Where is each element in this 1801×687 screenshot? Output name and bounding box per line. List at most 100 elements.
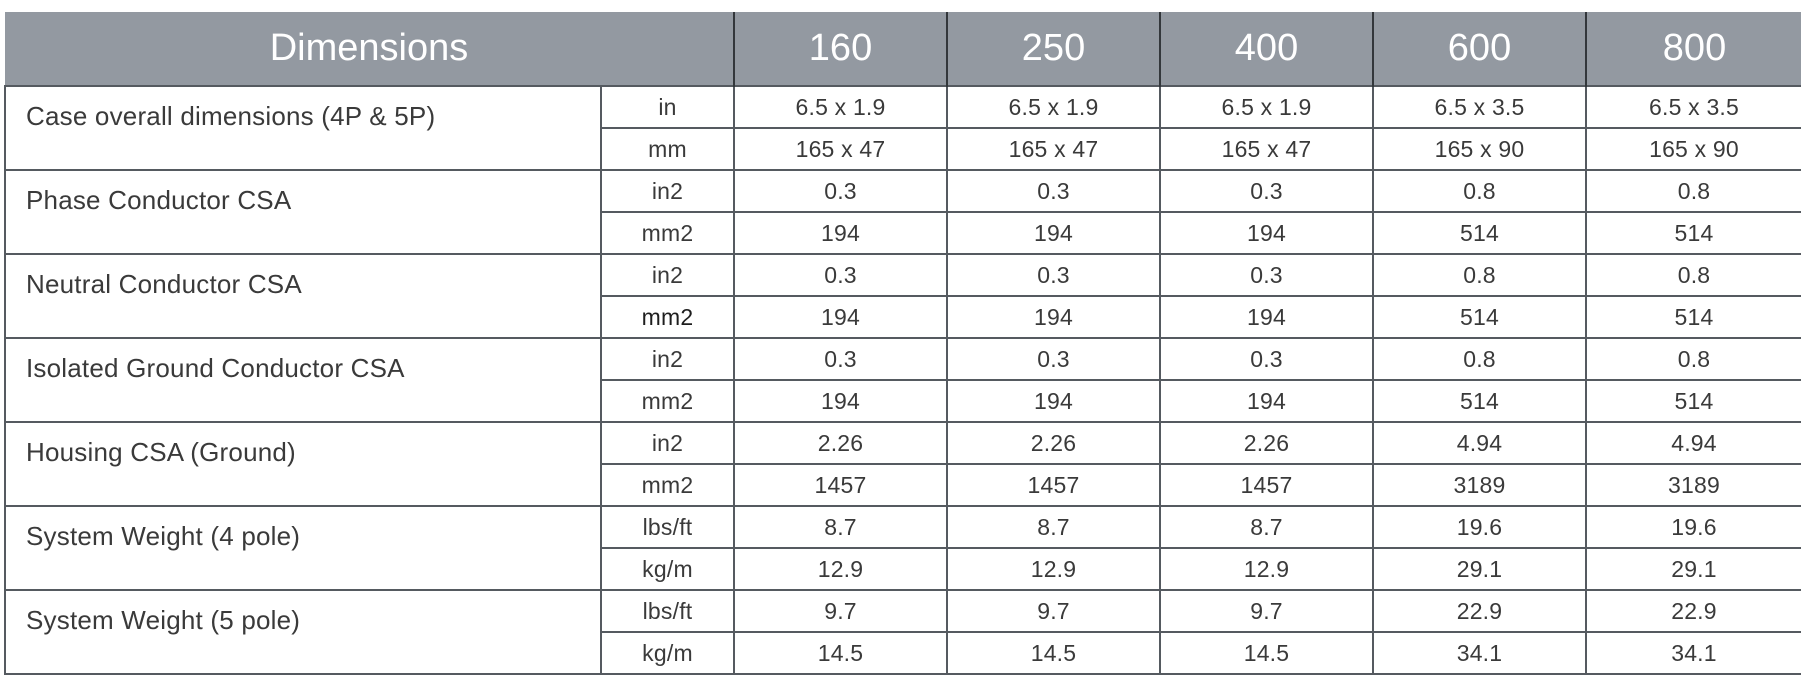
value-cell: 6.5 x 3.5 (1372, 85, 1587, 129)
value-cell: 0.3 (1159, 337, 1374, 381)
header-col-250: 250 (946, 12, 1161, 86)
value-cell: 9.7 (733, 589, 948, 633)
value-cell: 165 x 47 (946, 127, 1161, 171)
value-cell: 0.3 (946, 337, 1161, 381)
value-cell: 194 (1159, 379, 1374, 423)
value-cell: 2.26 (946, 421, 1161, 465)
value-cell: 0.8 (1585, 169, 1801, 213)
value-cell: 19.6 (1372, 505, 1587, 549)
value-cell: 194 (946, 211, 1161, 255)
unit-cell: in2 (600, 421, 735, 465)
table-row: mm2 194 194 194 514 514 (5, 295, 1801, 339)
row-label: Neutral Conductor CSA (4, 253, 602, 339)
value-cell: 0.3 (733, 337, 948, 381)
value-cell: 0.3 (1159, 169, 1374, 213)
table-row: System Weight (4 pole) lbs/ft 8.7 8.7 8.… (4, 505, 1801, 591)
row-label: System Weight (4 pole) (4, 505, 602, 591)
unit-cell: lbs/ft (600, 589, 735, 633)
value-cell: 194 (946, 295, 1161, 339)
value-cell: 34.1 (1372, 631, 1587, 675)
table-row: Phase Conductor CSA in2 0.3 0.3 0.3 0.8 … (4, 169, 1801, 255)
value-cell: 3189 (1372, 463, 1587, 507)
unit-cell: kg/m (600, 631, 735, 675)
unit-cell: mm2 (600, 463, 735, 507)
row-label: Housing CSA (Ground) (4, 421, 602, 507)
value-cell: 2.26 (733, 421, 948, 465)
value-cell: 514 (1372, 211, 1587, 255)
value-cell: 0.3 (1159, 253, 1374, 297)
header-col-400: 400 (1159, 12, 1374, 86)
table-header-row: Dimensions 160 250 400 600 800 (5, 12, 1801, 86)
value-cell: 14.5 (946, 631, 1161, 675)
table-row: Case overall dimensions (4P & 5P) in 6.5… (4, 85, 1801, 171)
value-cell: 514 (1585, 295, 1801, 339)
table-row: Isolated Ground Conductor CSA in2 0.3 0.… (4, 337, 1801, 423)
value-cell: 0.3 (733, 253, 948, 297)
value-cell: 8.7 (946, 505, 1161, 549)
value-cell: 29.1 (1372, 547, 1587, 591)
value-cell: 0.8 (1585, 253, 1801, 297)
unit-cell: in (600, 85, 735, 129)
value-cell: 6.5 x 1.9 (733, 85, 948, 129)
value-cell: 0.3 (946, 253, 1161, 297)
value-cell: 165 x 90 (1585, 127, 1801, 171)
table-row: Housing CSA (Ground) in2 2.26 2.26 2.26 … (4, 421, 1801, 507)
unit-cell: mm (600, 127, 735, 171)
table-row: mm2 194 194 194 514 514 (5, 211, 1801, 255)
value-cell: 22.9 (1372, 589, 1587, 633)
row-label: Phase Conductor CSA (4, 169, 602, 255)
value-cell: 0.3 (733, 169, 948, 213)
row-label: Isolated Ground Conductor CSA (4, 337, 602, 423)
value-cell: 22.9 (1585, 589, 1801, 633)
value-cell: 14.5 (733, 631, 948, 675)
header-col-160: 160 (733, 12, 948, 86)
table-row: Neutral Conductor CSA in2 0.3 0.3 0.3 0.… (4, 253, 1801, 339)
table-row: mm2 1457 1457 1457 3189 3189 (5, 463, 1801, 507)
value-cell: 14.5 (1159, 631, 1374, 675)
table-row: kg/m 12.9 12.9 12.9 29.1 29.1 (5, 547, 1801, 591)
row-label: Case overall dimensions (4P & 5P) (4, 85, 602, 171)
header-col-600: 600 (1372, 12, 1587, 86)
value-cell: 2.26 (1159, 421, 1374, 465)
value-cell: 3189 (1585, 463, 1801, 507)
value-cell: 514 (1585, 379, 1801, 423)
value-cell: 6.5 x 1.9 (1159, 85, 1374, 129)
value-cell: 4.94 (1372, 421, 1587, 465)
unit-cell: in2 (600, 337, 735, 381)
value-cell: 12.9 (1159, 547, 1374, 591)
unit-cell: lbs/ft (600, 505, 735, 549)
value-cell: 6.5 x 3.5 (1585, 85, 1801, 129)
value-cell: 1457 (733, 463, 948, 507)
value-cell: 12.9 (733, 547, 948, 591)
value-cell: 6.5 x 1.9 (946, 85, 1161, 129)
unit-cell: in2 (600, 169, 735, 213)
value-cell: 194 (1159, 295, 1374, 339)
value-cell: 514 (1372, 295, 1587, 339)
value-cell: 34.1 (1585, 631, 1801, 675)
value-cell: 1457 (1159, 463, 1374, 507)
value-cell: 4.94 (1585, 421, 1801, 465)
table-row: System Weight (5 pole) lbs/ft 9.7 9.7 9.… (4, 589, 1801, 675)
value-cell: 0.8 (1372, 337, 1587, 381)
value-cell: 514 (1372, 379, 1587, 423)
table-row: mm 165 x 47 165 x 47 165 x 47 165 x 90 1… (5, 127, 1801, 171)
unit-cell: mm2 (600, 295, 735, 339)
value-cell: 9.7 (946, 589, 1161, 633)
value-cell: 194 (733, 379, 948, 423)
value-cell: 194 (733, 295, 948, 339)
value-cell: 194 (733, 211, 948, 255)
value-cell: 1457 (946, 463, 1161, 507)
value-cell: 194 (1159, 211, 1374, 255)
value-cell: 165 x 90 (1372, 127, 1587, 171)
table-row: mm2 194 194 194 514 514 (5, 379, 1801, 423)
header-col-800: 800 (1585, 12, 1801, 86)
value-cell: 0.3 (946, 169, 1161, 213)
value-cell: 514 (1585, 211, 1801, 255)
value-cell: 0.8 (1372, 169, 1587, 213)
value-cell: 19.6 (1585, 505, 1801, 549)
value-cell: 0.8 (1372, 253, 1587, 297)
value-cell: 12.9 (946, 547, 1161, 591)
value-cell: 0.8 (1585, 337, 1801, 381)
value-cell: 8.7 (1159, 505, 1374, 549)
value-cell: 165 x 47 (1159, 127, 1374, 171)
